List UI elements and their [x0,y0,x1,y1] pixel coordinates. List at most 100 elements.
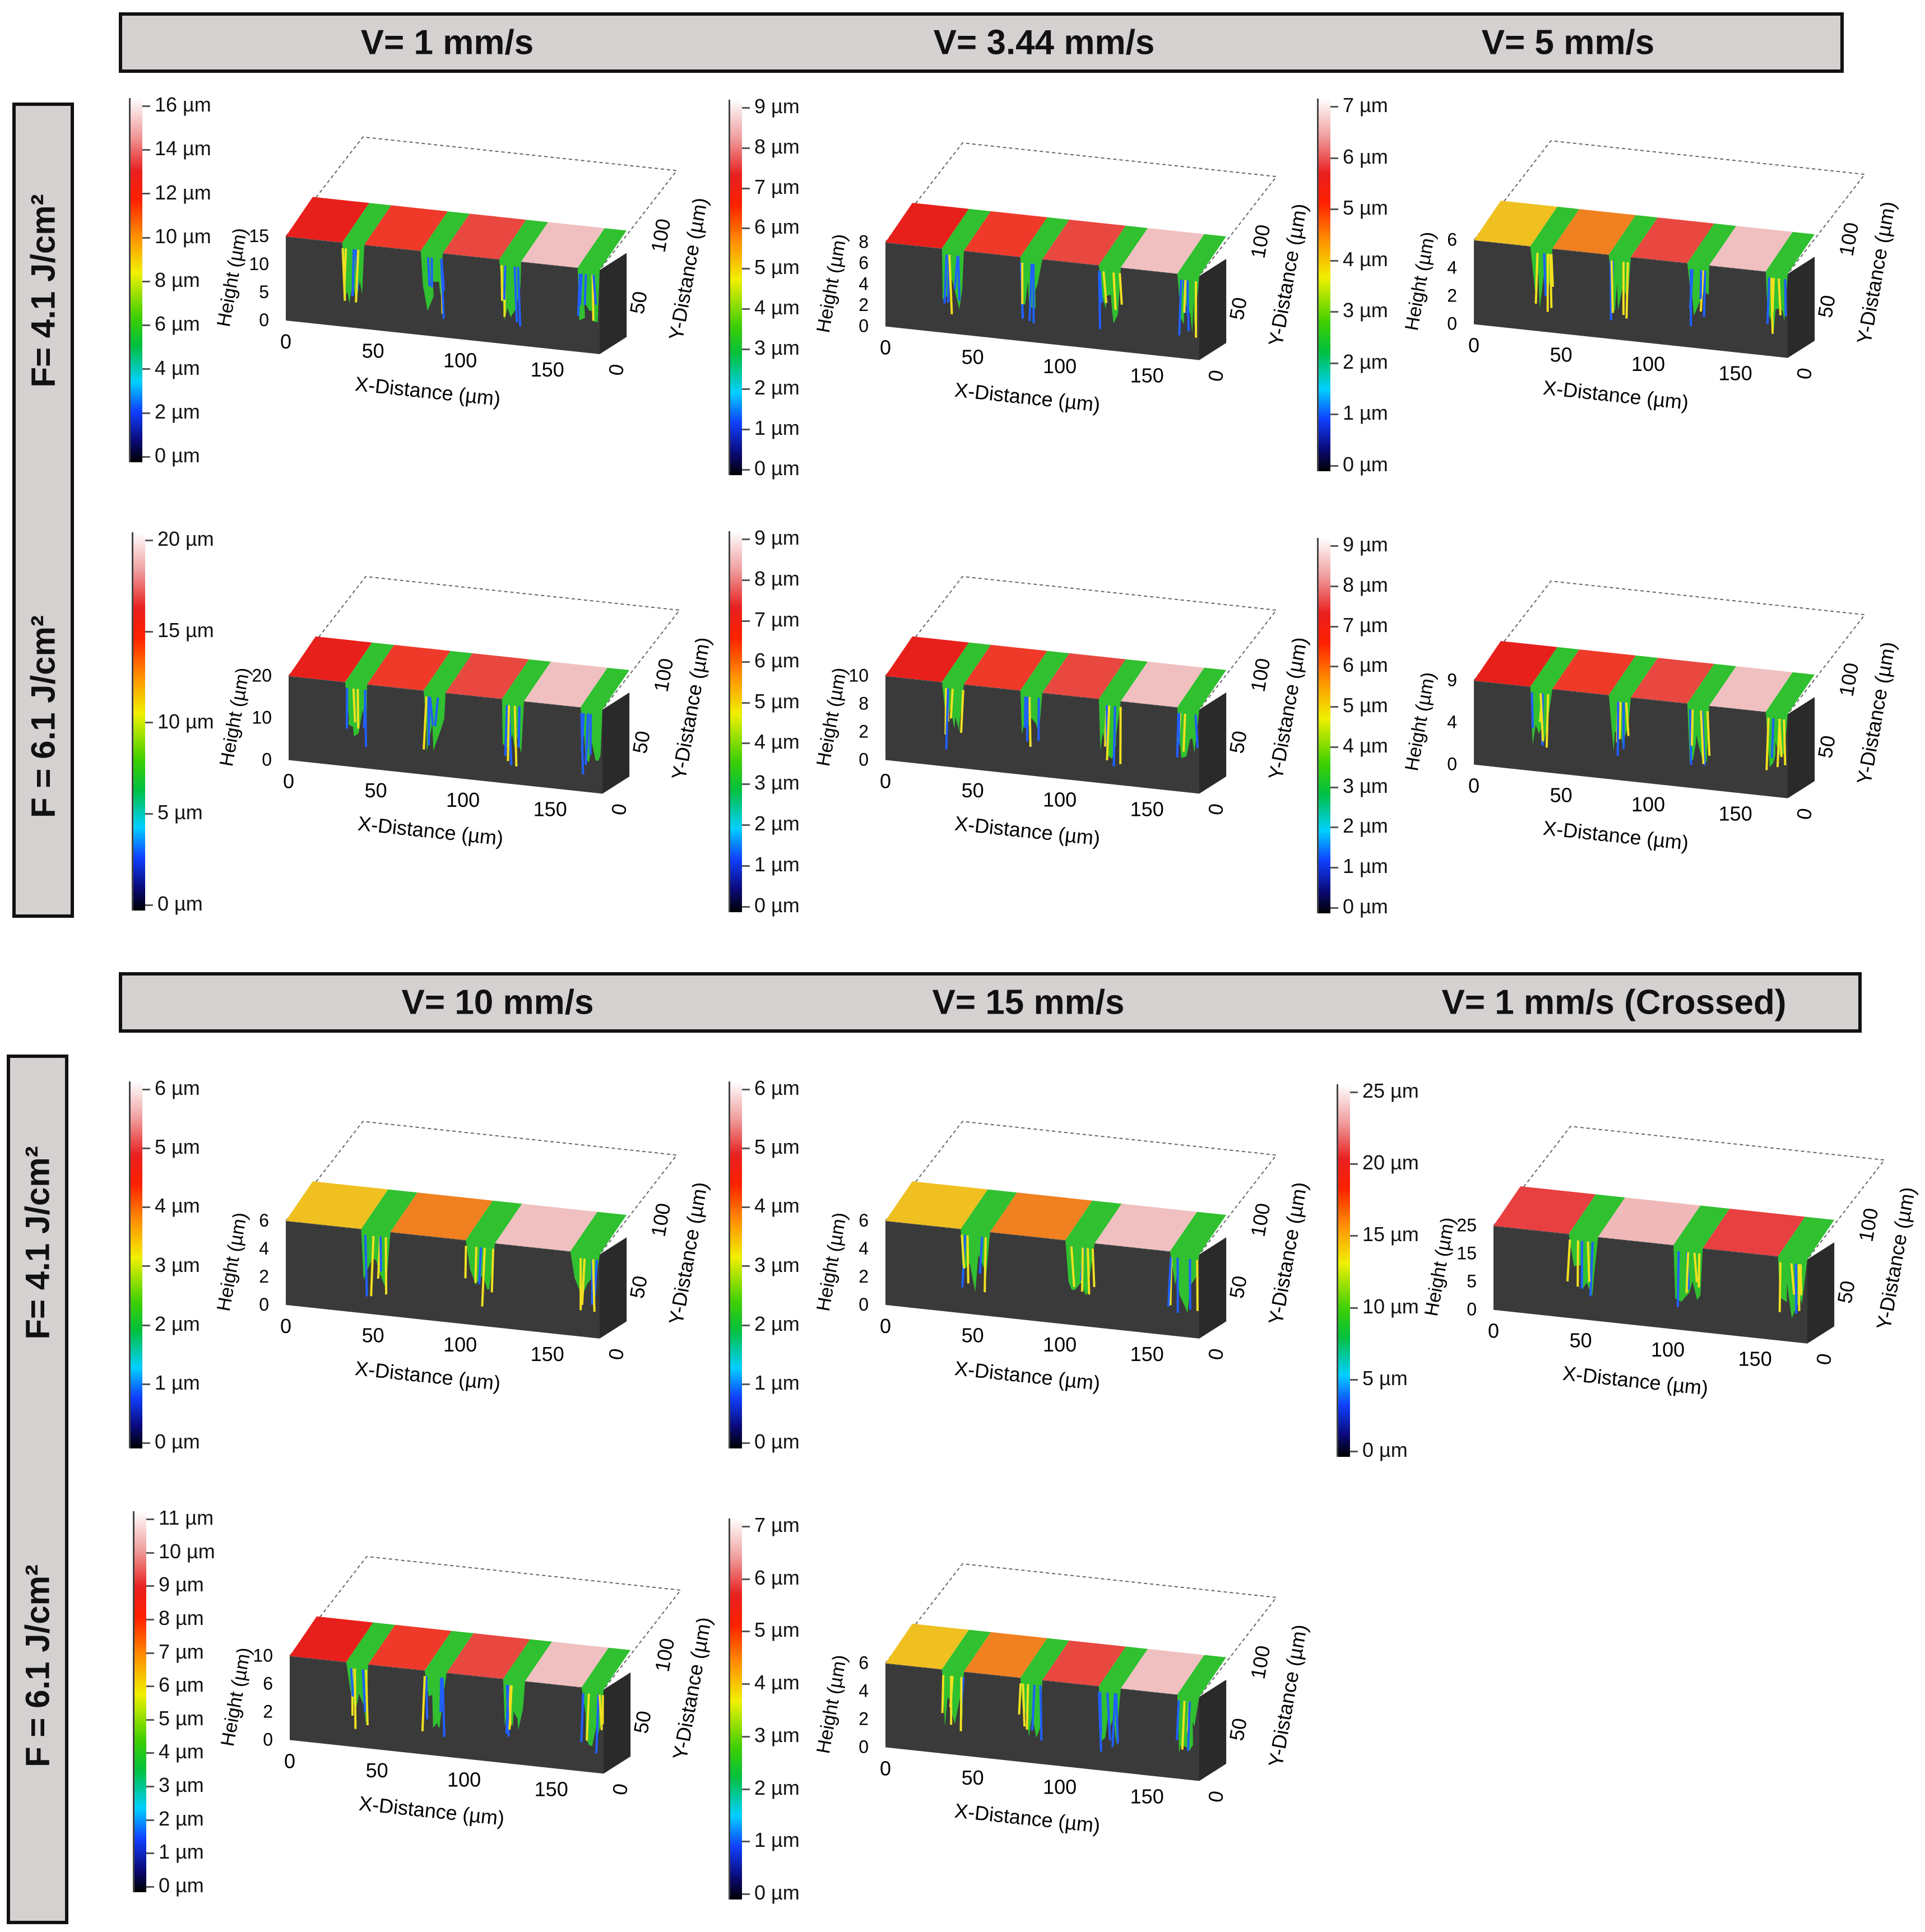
colorbar-tick-label: 5 µm [145,801,203,824]
x-tick-label: 100 [1631,352,1665,375]
colorbar-tick-label: 0 µm [142,1430,200,1453]
colorbar-tick-label: 9 µm [742,95,800,118]
groove-spike [439,1678,443,1712]
header-label-v344: V= 3.44 mm/s [933,23,1155,62]
groove-spike [364,1235,368,1297]
x-axis-label: X-Distance (µm) [1542,376,1690,414]
colorbar-tick-label: 3 µm [742,1253,800,1277]
colorbar-tick-label: 1 µm [742,1828,800,1852]
y-tick-label: 100 [1246,657,1275,694]
x-tick-label: 0 [1468,334,1479,357]
groove-spike [1175,1700,1180,1740]
bounding-box [1473,580,1866,715]
groove-spike [1112,272,1117,310]
height-tick-label: 5 [259,282,269,302]
groove-spike [585,713,590,765]
groove-spike [1183,280,1187,313]
x-tick-label: 0 [280,330,291,353]
y-axis-label: Y-Distance (µm) [1852,199,1900,346]
groove-spike [581,713,585,751]
colorbar-tick-label: 0 µm [742,1430,800,1453]
groove-spike [592,1259,596,1312]
colorbar-tick-label: 8 µm [742,135,800,159]
ridge-stripe [1121,1648,1204,1695]
height-tick-label: 2 [263,1701,273,1721]
surface-side-face [600,1237,627,1339]
groove-spike [503,265,507,300]
groove-spike [953,256,959,290]
groove-spike [1794,1264,1798,1314]
colorbar-tick-label: 8 µm [1330,573,1388,597]
surface-plot-v5-f61: 9 µm 8 µm 7 µm 6 µm 5 µm 4 µm 3 µm 2 µm 1 µm 0 µm… [1317,533,1900,936]
x-axis-label: X-Distance (µm) [953,1357,1101,1395]
ridge-stripe [443,213,526,259]
colorbar [132,532,145,911]
x-tick-label: 150 [1738,1348,1772,1371]
groove [1098,659,1148,759]
height-tick-label: 0 [1447,314,1457,334]
colorbar-tick-label: 1 µm [742,416,800,440]
ridge-stripe [525,1641,609,1688]
ridge-stripe [885,202,969,249]
colorbar-tick-label: 1 µm [1330,854,1388,878]
y-axis-label: Y-Distance (µm) [1264,1623,1311,1769]
ridge-stripe [1474,201,1557,247]
colorbar-tick-label: 5 µm [146,1707,204,1730]
x-tick-label: 100 [1043,788,1077,811]
x-axis-label: X-Distance (µm) [953,1799,1101,1837]
y-tick-label: 0 [1204,1789,1228,1804]
colorbar-tick-label: 2 µm [1330,350,1388,374]
ridge-stripe [368,1624,452,1671]
y-tick-label: 50 [1225,1716,1251,1743]
height-tick-label: 4 [1447,258,1457,278]
z-axis-label: Height (µm) [813,1211,851,1313]
groove-spike [1099,1692,1102,1734]
x-tick-label: 100 [443,1333,477,1356]
groove-spike [1706,711,1711,756]
height-tick-label: 6 [859,1210,869,1230]
colorbar-tick-label: 25 µm [1350,1079,1419,1103]
x-tick-label: 150 [1130,1785,1164,1808]
height-tick-label: 0 [259,310,269,330]
colorbar-tick-label: 8 µm [142,268,200,292]
groove-spike [1783,719,1787,765]
ridge-stripe [1709,226,1793,272]
x-tick-label: 0 [280,1315,291,1337]
groove-spike [352,688,356,723]
ridge-stripe [390,1192,493,1241]
groove-spike [351,249,355,296]
ridge-stripe [524,661,607,708]
groove [499,220,549,321]
groove-spike [343,248,347,287]
ridge-stripe [964,644,1047,691]
x-tick-label: 50 [362,340,384,363]
x-tick-label: 150 [1719,362,1752,385]
colorbar-tick-label: 5 µm [742,256,800,279]
groove-spike [578,273,583,305]
colorbar-tick-label: 7 µm [1330,614,1388,637]
groove-spike [1685,1252,1690,1293]
y-axis-label: Y-Distance (µm) [667,635,715,782]
bounding-box [885,1121,1278,1255]
header-label-v10: V= 10 mm/s [401,983,594,1022]
x-tick-label: 0 [880,1757,891,1780]
groove-spike [1610,260,1614,313]
groove-spike [1028,263,1033,322]
groove-spike [1566,1239,1571,1281]
header-label-v15: V= 15 mm/s [932,983,1125,1022]
surface-side-face [602,692,630,794]
height-tick-label: 6 [859,1652,869,1673]
height-tick-label: 10 [253,1645,273,1665]
x-tick-label: 150 [1719,802,1752,825]
x-tick-label: 50 [1550,343,1573,366]
surface-front-face [885,676,1199,794]
colorbar-tick-label: 14 µm [142,137,211,160]
colorbar [129,1081,142,1448]
groove-spike [1700,710,1705,764]
groove-spike [598,1694,603,1730]
groove-spike [513,266,518,323]
y-tick-label: 100 [647,217,675,254]
bounding-box [288,575,681,710]
colorbar-tick-label: 6 µm [742,1076,800,1100]
groove-spike [959,1676,963,1731]
